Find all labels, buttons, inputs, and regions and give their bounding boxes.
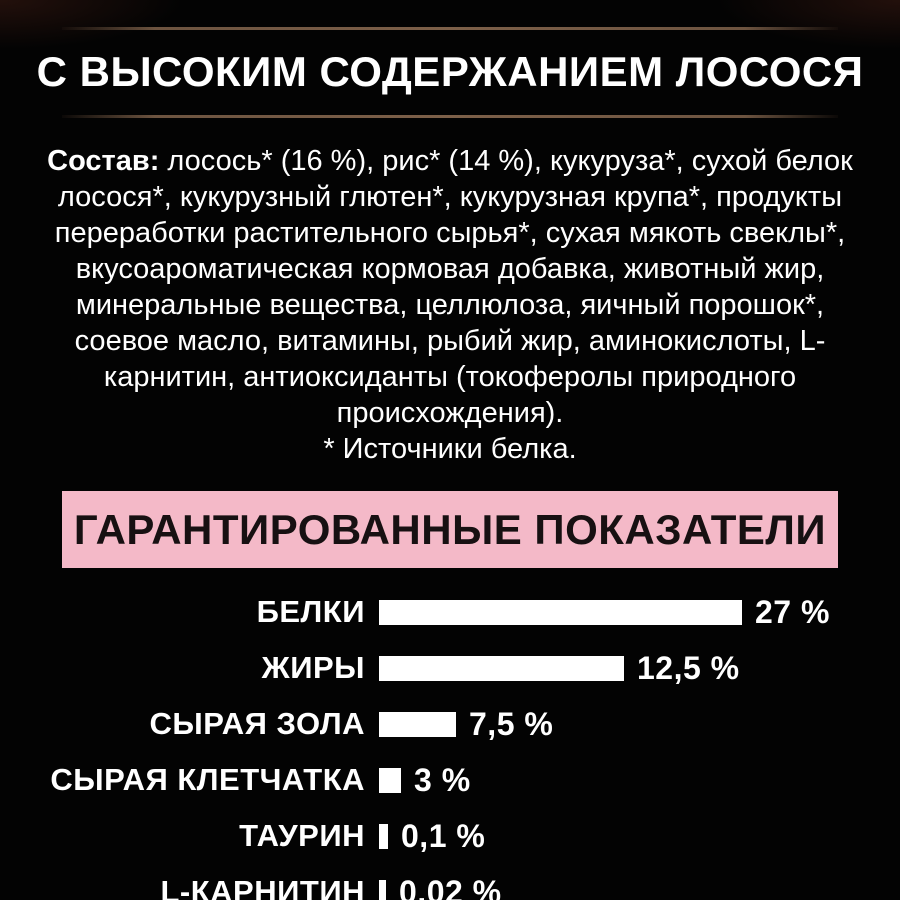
chart-row-proteins: БЕЛКИ 27 %: [0, 584, 900, 640]
chart-bar: [379, 823, 388, 849]
chart-row-crude-fiber: СЫРАЯ КЛЕТЧАТКА 3 %: [0, 752, 900, 808]
banner-title: ГАРАНТИРОВАННЫЕ ПОКАЗАТЕЛИ: [73, 505, 827, 553]
composition-footnote: * Источники белка.: [323, 433, 577, 465]
product-claim-title: С ВЫСОКИМ СОДЕРЖАНИЕМ ЛОСОСЯ: [36, 48, 864, 95]
guaranteed-analysis-chart: БЕЛКИ 27 % ЖИРЫ 12,5 % СЫРАЯ ЗОЛА 7,5 % …: [0, 584, 900, 900]
chart-value: 3 %: [414, 761, 471, 798]
chart-bar: [379, 879, 386, 900]
composition-paragraph: Состав: лосось* (16 %), рис* (14 %), кук…: [42, 143, 858, 467]
top-divider-rule: [62, 27, 838, 30]
chart-row-label: ЖИРЫ: [261, 650, 365, 685]
chart-row-label: ТАУРИН: [239, 818, 365, 853]
chart-value: 0,1 %: [401, 817, 486, 854]
chart-bar: [379, 599, 742, 625]
guaranteed-indicators-banner: ГАРАНТИРОВАННЫЕ ПОКАЗАТЕЛИ: [62, 491, 838, 568]
chart-row-fats: ЖИРЫ 12,5 %: [0, 640, 900, 696]
composition-label: Состав:: [47, 145, 160, 177]
chart-value: 12,5 %: [637, 649, 740, 686]
chart-row-l-carnitine: L-КАРНИТИН 0,02 %: [0, 864, 900, 900]
bottom-divider-rule: [62, 115, 838, 118]
chart-row-taurine: ТАУРИН 0,1 %: [0, 808, 900, 864]
chart-value: 27 %: [755, 593, 830, 630]
chart-bar: [379, 655, 624, 681]
chart-value: 7,5 %: [469, 705, 554, 742]
chart-row-label: L-КАРНИТИН: [160, 874, 365, 900]
chart-row-crude-ash: СЫРАЯ ЗОЛА 7,5 %: [0, 696, 900, 752]
composition-text: лосось* (16 %), рис* (14 %), кукуруза*, …: [54, 145, 853, 429]
chart-bar: [379, 711, 456, 737]
chart-row-label: СЫРАЯ КЛЕТЧАТКА: [50, 762, 365, 797]
chart-row-label: БЕЛКИ: [256, 594, 365, 629]
chart-bar: [379, 767, 401, 793]
chart-row-label: СЫРАЯ ЗОЛА: [149, 706, 365, 741]
chart-value: 0,02 %: [399, 873, 502, 900]
